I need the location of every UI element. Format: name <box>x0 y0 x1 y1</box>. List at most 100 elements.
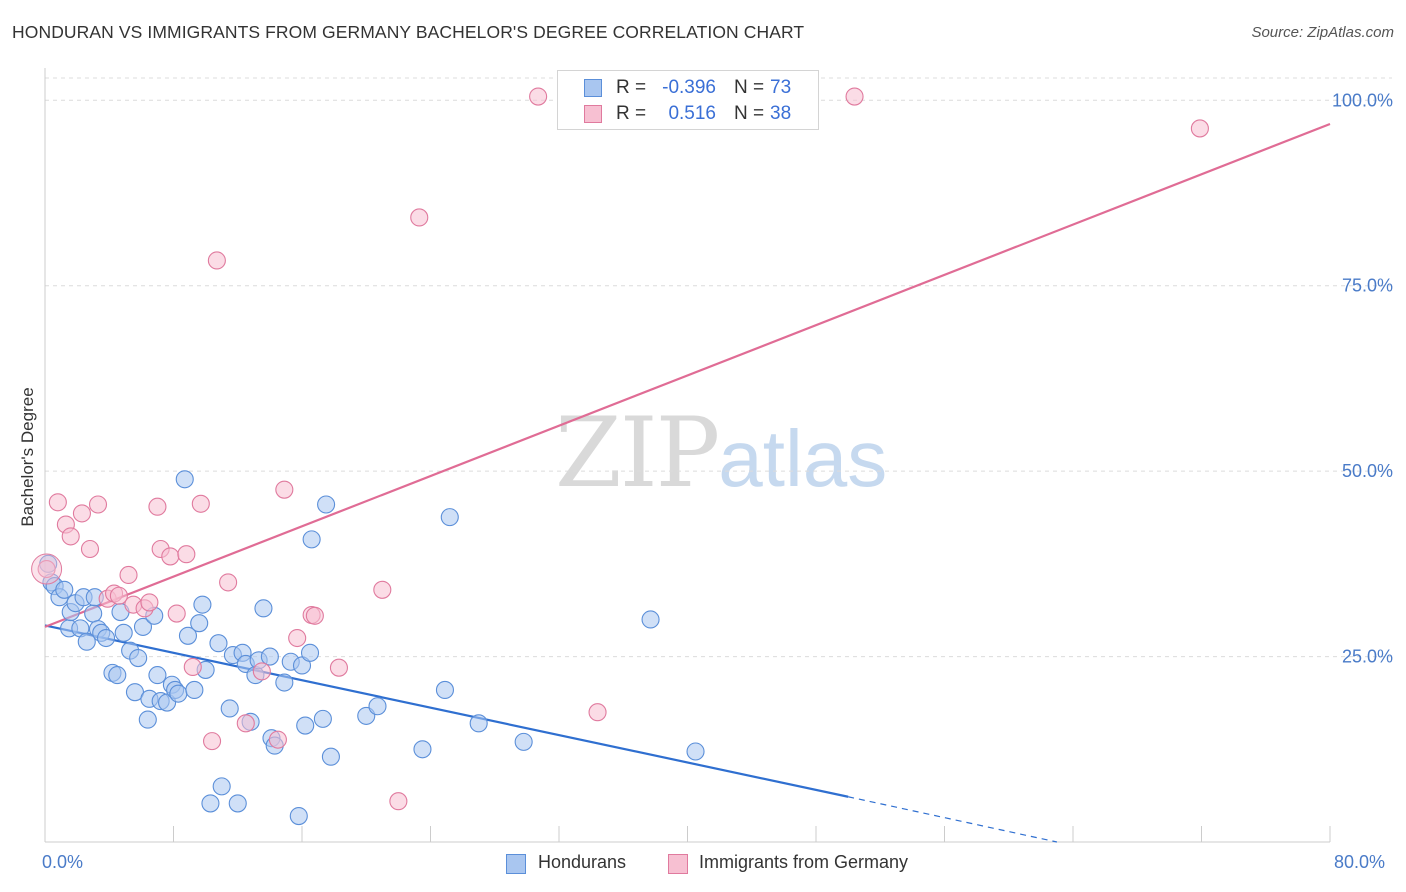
honduran-point <box>138 710 157 729</box>
honduran-point <box>77 632 96 651</box>
honduran-point <box>300 643 320 662</box>
y-tick-labels: 25.0% 50.0% 75.0% 100.0% <box>1332 90 1393 666</box>
legend-swatch-germany <box>584 105 602 123</box>
honduran-point <box>175 470 194 489</box>
honduran-point <box>185 680 204 699</box>
germany-trend-line <box>44 122 1331 628</box>
watermark-atlas: atlas <box>718 414 888 503</box>
honduran-point <box>686 742 705 761</box>
legend-n-label: N = <box>734 103 765 124</box>
y-axis-title: Bachelor's Degree <box>18 387 37 527</box>
honduran-point <box>368 697 387 716</box>
honduran-point <box>469 714 488 733</box>
germany-point <box>37 559 56 579</box>
germany-point <box>219 573 238 592</box>
honduran-point <box>317 495 336 514</box>
honduran-point <box>254 599 273 618</box>
germany-point <box>48 493 67 512</box>
germany-point <box>203 732 222 751</box>
germany-point <box>305 606 324 625</box>
honduran-point <box>440 508 459 527</box>
legend-swatch-hondurans <box>506 854 526 874</box>
honduran-point <box>302 530 321 549</box>
germany-point <box>140 593 159 612</box>
germany-point <box>275 480 294 499</box>
x-tick-label-max: 80.0% <box>1334 852 1386 872</box>
germany-point <box>148 497 167 516</box>
hondurans-points <box>39 470 705 826</box>
honduran-point <box>133 617 153 636</box>
germany-point <box>31 553 63 585</box>
germany-point <box>329 658 348 677</box>
germany-point <box>191 494 210 513</box>
honduran-point <box>435 680 455 699</box>
legend-r-label: R = <box>616 77 647 98</box>
honduran-point <box>212 777 231 796</box>
trend-lines <box>44 122 1331 843</box>
germany-point <box>177 545 196 564</box>
germany-point <box>183 657 202 676</box>
legend-swatch-hondurans <box>584 79 602 97</box>
honduran-point <box>321 747 340 766</box>
honduran-point <box>413 740 432 759</box>
germany-point <box>288 628 307 648</box>
germany-points <box>31 87 1209 811</box>
honduran-point <box>169 684 188 703</box>
honduran-point <box>228 794 247 813</box>
honduran-point <box>289 806 308 826</box>
axes <box>44 68 1331 843</box>
grid-lines <box>45 77 1392 658</box>
germany-point <box>161 547 180 566</box>
y-tick-label: 50.0% <box>1342 461 1393 481</box>
legend-row-hondurans: R = -0.396 N = 73 <box>558 75 818 101</box>
germany-point <box>268 730 287 749</box>
honduran-point <box>201 794 220 813</box>
honduran-point <box>220 699 239 718</box>
legend-r-value: 0.516 <box>668 103 716 124</box>
chart-title: HONDURAN VS IMMIGRANTS FROM GERMANY BACH… <box>12 22 805 42</box>
honduran-trend-extension <box>847 796 1058 843</box>
honduran-point <box>641 610 660 629</box>
honduran-point <box>55 580 74 599</box>
honduran-point <box>260 647 279 666</box>
series-legend: Hondurans Immigrants from Germany <box>0 852 1406 878</box>
honduran-point <box>178 626 198 645</box>
legend-r-value: -0.396 <box>662 77 716 98</box>
germany-point <box>410 208 429 227</box>
y-tick-label: 100.0% <box>1332 90 1393 110</box>
germany-point <box>167 604 186 623</box>
honduran-point <box>190 614 209 633</box>
germany-point <box>1190 119 1209 138</box>
legend-swatch-germany <box>668 854 688 874</box>
x-tick-label-min: 0.0% <box>42 852 84 872</box>
correlation-legend: R = -0.396 N = 73 R = 0.516 N = 38 <box>557 70 819 130</box>
honduran-point <box>313 709 332 728</box>
legend-n-value: 38 <box>770 103 792 124</box>
germany-point <box>373 580 392 599</box>
legend-row-germany: R = 0.516 N = 38 <box>558 101 818 127</box>
honduran-point <box>148 666 167 685</box>
y-tick-label: 25.0% <box>1342 647 1393 667</box>
watermark-zip: ZIP <box>555 397 720 509</box>
y-tick-label: 75.0% <box>1342 276 1393 296</box>
germany-point <box>207 251 226 270</box>
honduran-point <box>514 732 533 751</box>
germany-point <box>72 504 91 523</box>
legend-n-value: 73 <box>770 77 792 98</box>
germany-point <box>80 539 100 559</box>
germany-point <box>236 714 255 733</box>
germany-point <box>389 792 408 811</box>
germany-point <box>88 495 108 514</box>
honduran-point <box>209 634 228 653</box>
germany-point <box>588 703 607 722</box>
honduran-point <box>114 623 133 642</box>
germany-point <box>119 565 138 585</box>
honduran-point <box>275 673 294 692</box>
honduran-trend-line <box>44 624 849 798</box>
watermark: ZIPatlas <box>555 405 887 502</box>
legend-label-hondurans: Hondurans <box>538 852 627 872</box>
honduran-point <box>129 648 148 668</box>
germany-point <box>252 662 271 681</box>
honduran-point <box>108 666 127 685</box>
